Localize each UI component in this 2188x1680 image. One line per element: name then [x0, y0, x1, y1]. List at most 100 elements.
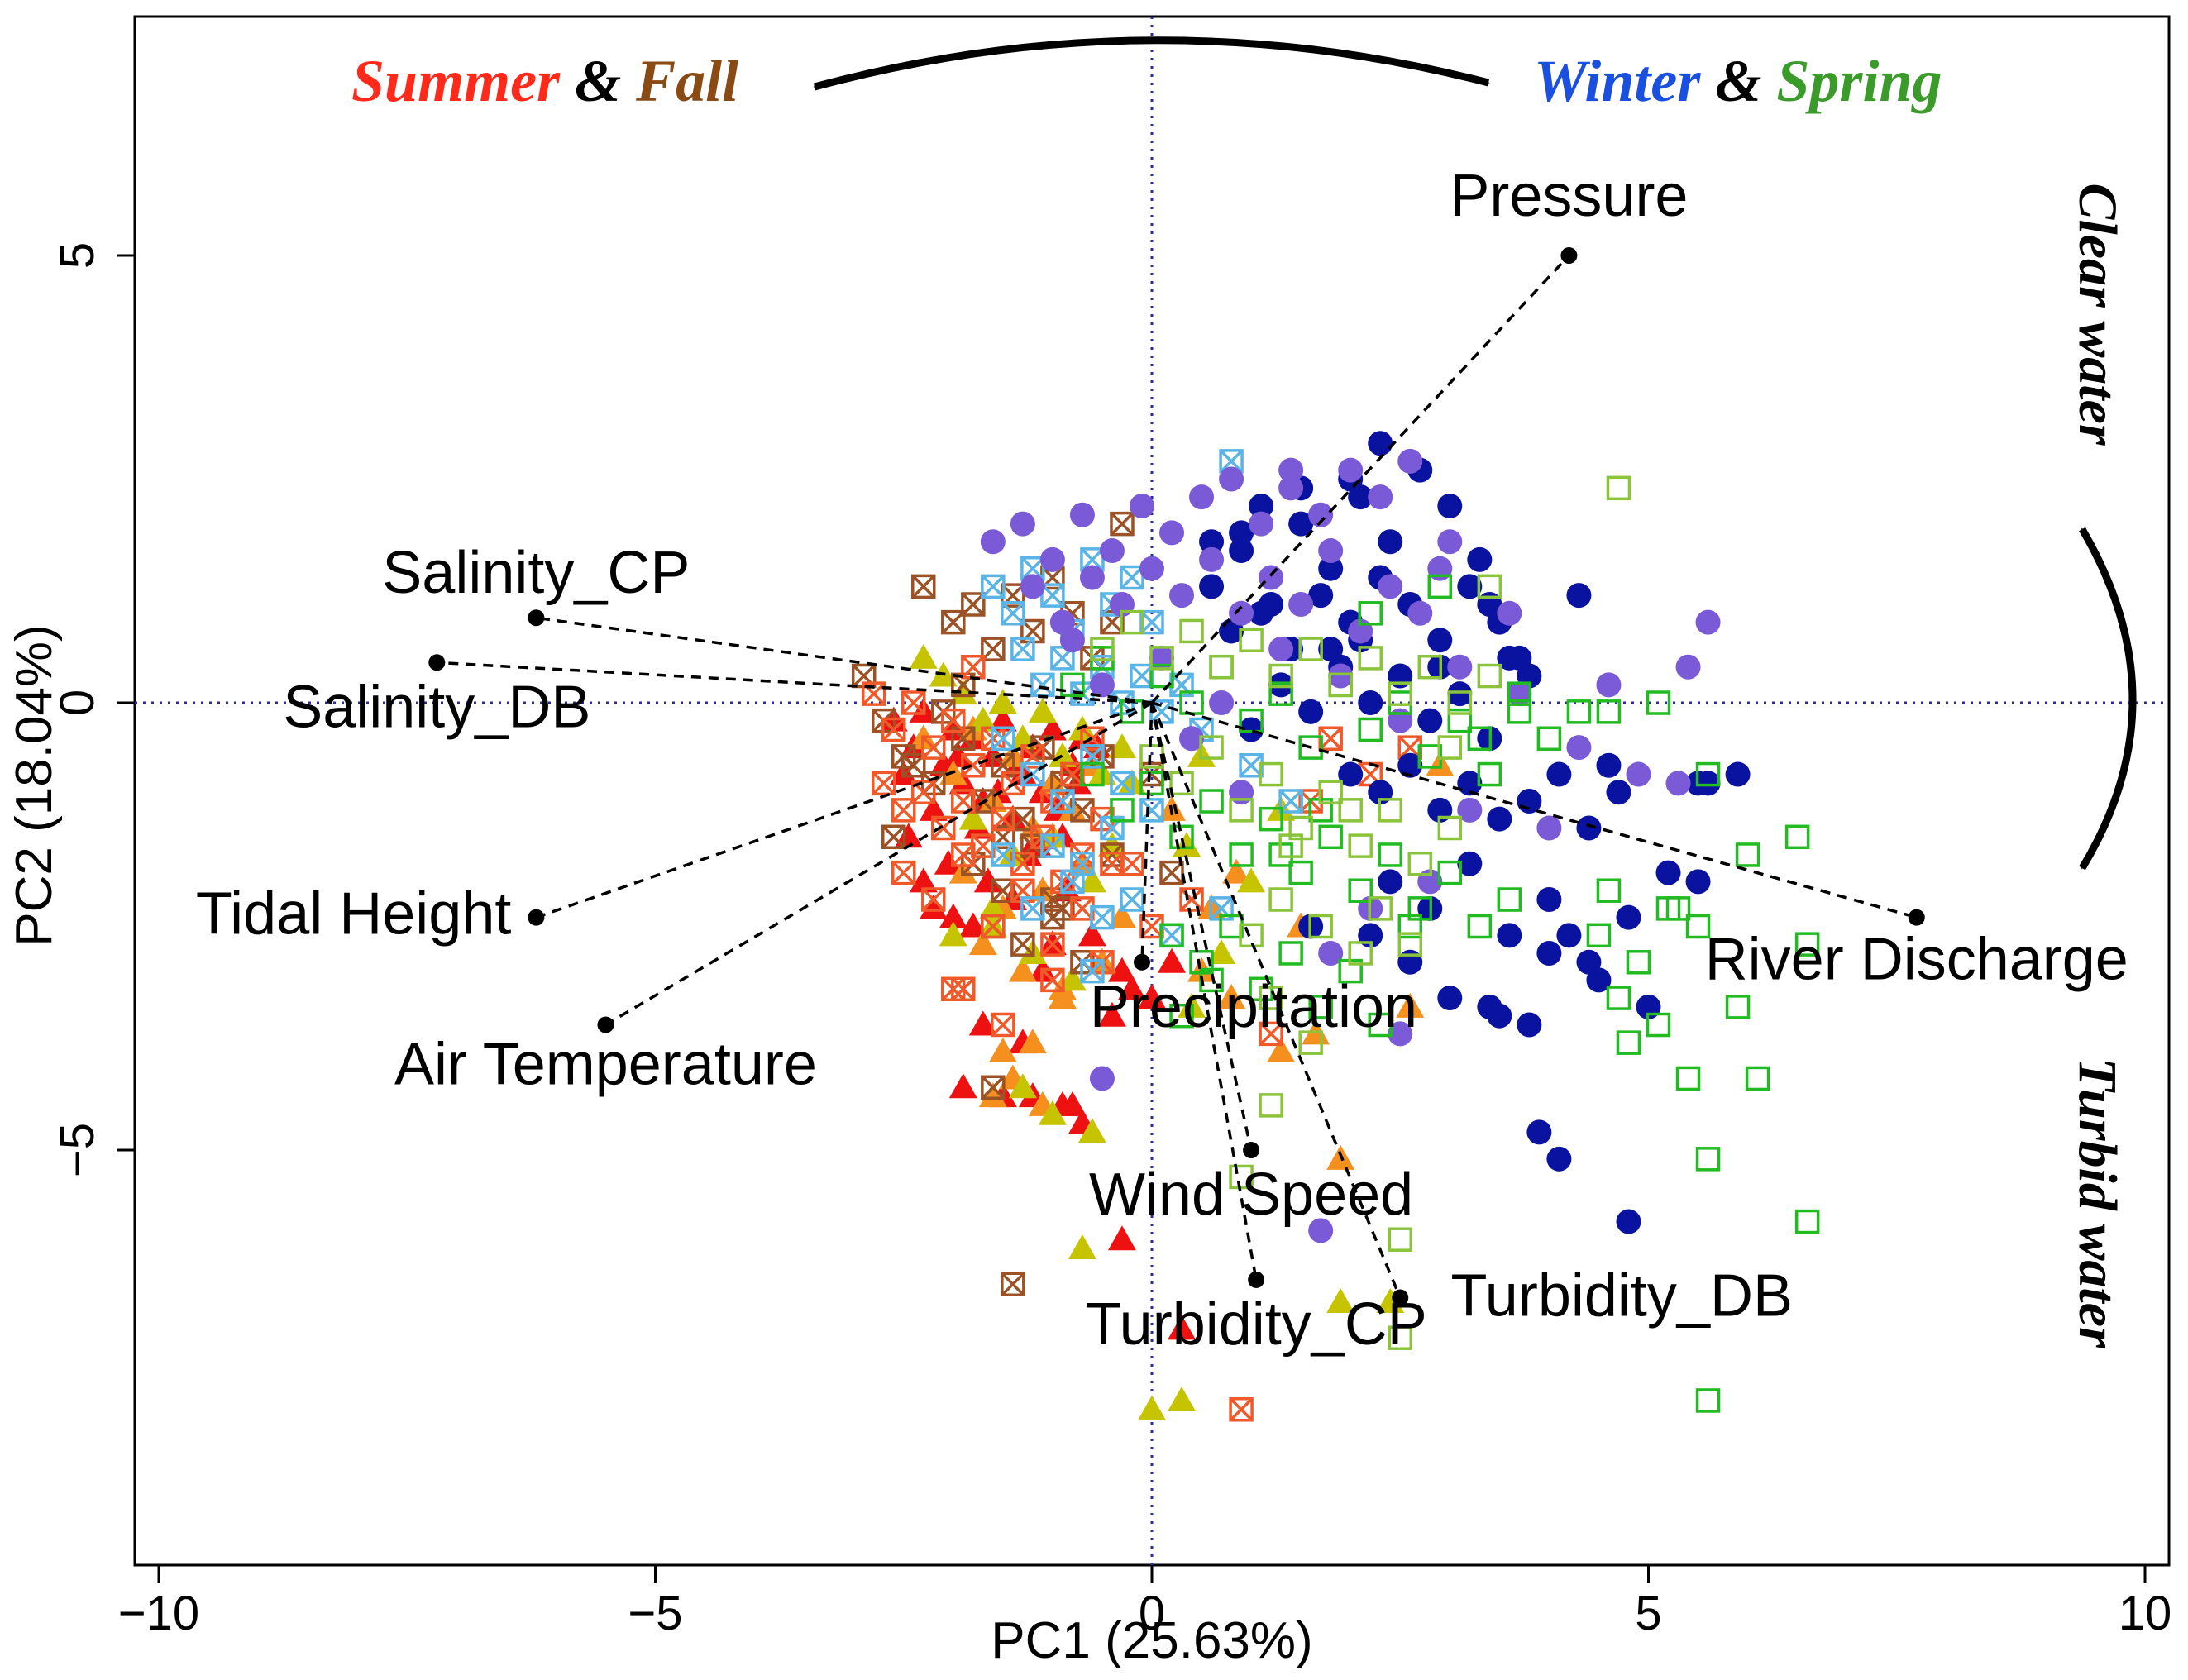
data-point — [1437, 529, 1463, 555]
water-double-arrow — [2079, 527, 2137, 871]
data-point — [1020, 574, 1045, 599]
data-point — [1794, 1209, 1820, 1234]
x-tick-label: −5 — [628, 1587, 682, 1640]
fall-label: Fall — [635, 48, 738, 114]
data-point — [1239, 628, 1264, 653]
data-point — [1348, 878, 1373, 903]
data-point — [991, 726, 1015, 752]
data-point — [1020, 896, 1045, 921]
data-point — [1427, 628, 1453, 653]
data-point — [1168, 1386, 1197, 1411]
data-point — [1038, 1100, 1067, 1125]
data-point — [1477, 574, 1502, 599]
data-point — [1457, 851, 1483, 876]
data-point — [1298, 1030, 1323, 1055]
data-point — [1467, 726, 1493, 752]
data-point — [1090, 637, 1115, 661]
data-point — [1239, 923, 1264, 948]
data-point — [1040, 833, 1065, 858]
data-point — [1397, 448, 1423, 474]
data-point — [1397, 949, 1423, 975]
data-point — [1278, 475, 1304, 501]
data-point — [1616, 1209, 1641, 1234]
data-point — [1158, 947, 1187, 973]
data-point — [1407, 852, 1433, 876]
data-point — [941, 708, 966, 733]
loading-salinity-cp: Salinity_CP — [382, 540, 1153, 704]
loading-vector — [604, 701, 1153, 1027]
loading-vector — [535, 701, 1153, 919]
data-point — [1328, 672, 1353, 698]
data-point — [881, 717, 906, 742]
data-point — [1675, 654, 1701, 680]
data-point — [988, 1037, 1017, 1062]
data-point — [1368, 484, 1393, 510]
data-point — [1566, 699, 1592, 724]
loading-vectors: Pressure Salinity_CP Salinity_DB Tidal Heig… — [196, 163, 2128, 1358]
data-point — [1318, 538, 1344, 564]
data-point — [1328, 663, 1354, 689]
data-point — [1063, 769, 1092, 795]
data-point — [1173, 832, 1201, 857]
loading-tidal-height: Tidal Height — [196, 701, 1153, 947]
data-point — [991, 1012, 1015, 1038]
data-point — [968, 706, 997, 732]
data-point — [1378, 529, 1403, 555]
data-point — [1010, 852, 1035, 876]
data-point — [1388, 663, 1413, 689]
data-point — [891, 798, 916, 823]
data-point — [1229, 520, 1254, 546]
data-point — [1507, 681, 1532, 706]
data-point — [1050, 789, 1075, 814]
data-point — [1417, 744, 1443, 769]
data-point — [1179, 618, 1204, 644]
data-point — [1199, 546, 1225, 572]
data-point — [1497, 600, 1522, 626]
data-point — [1378, 869, 1403, 895]
data-point — [1596, 699, 1622, 724]
loading-endpoint — [528, 909, 545, 926]
data-point — [1437, 986, 1463, 1011]
data-point — [1685, 869, 1711, 895]
summer-label: Summer — [351, 48, 561, 114]
data-point — [1268, 663, 1293, 689]
data-point — [1138, 1395, 1166, 1420]
data-point — [1576, 815, 1602, 841]
data-point — [1010, 932, 1035, 957]
data-point — [948, 1073, 977, 1099]
data-point — [1735, 842, 1760, 867]
data-point — [1477, 663, 1502, 689]
loading-vector — [1150, 702, 1402, 1299]
data-point — [1308, 914, 1333, 939]
data-point — [1447, 690, 1473, 715]
data-point — [1596, 878, 1622, 903]
data-point — [1077, 1118, 1106, 1143]
data-point — [1159, 923, 1184, 948]
data-point — [1388, 1021, 1413, 1047]
data-point — [1159, 923, 1184, 948]
data-point — [1207, 938, 1236, 964]
data-point — [1039, 546, 1065, 572]
loading-label: Turbidity_CP — [1085, 1291, 1426, 1358]
loading-salinity-db: Salinity_DB — [283, 654, 1153, 740]
loading-label: Wind Speed — [1089, 1162, 1413, 1228]
data-point — [1437, 493, 1463, 518]
data-point — [1229, 1164, 1254, 1190]
data-point — [1110, 771, 1135, 796]
loading-endpoint — [428, 654, 446, 671]
loading-endpoint — [1248, 1271, 1265, 1288]
loading-endpoint — [597, 1016, 614, 1033]
data-point — [1139, 771, 1164, 796]
axes: −10 −5 0 5 10 −5 0 5 — [50, 242, 2171, 1640]
data-point — [1249, 600, 1274, 626]
data-point — [1229, 798, 1254, 823]
data-point — [939, 921, 967, 947]
loading-vector — [1150, 254, 1570, 704]
data-point — [1318, 824, 1343, 850]
data-point — [1288, 860, 1313, 885]
loading-river-discharge: River Discharge — [1151, 701, 2128, 993]
data-point — [1556, 923, 1582, 948]
data-point — [1059, 628, 1085, 653]
data-point — [1149, 646, 1174, 671]
data-point — [1665, 771, 1691, 796]
